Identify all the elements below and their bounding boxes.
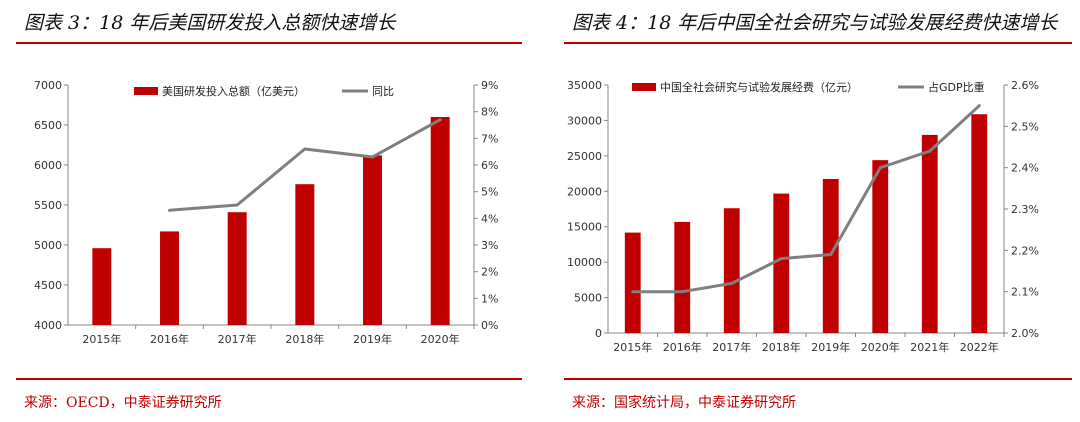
right-tick-label: 4% — [481, 212, 498, 225]
line-point — [928, 149, 932, 153]
x-tick-label: 2020年 — [421, 332, 460, 346]
x-tick-label: 2018年 — [285, 332, 324, 346]
right-tick-label: 0% — [481, 319, 498, 332]
bar — [674, 221, 691, 333]
line-point — [977, 104, 981, 108]
bar — [921, 134, 938, 333]
right-tick-label: 7% — [481, 132, 498, 145]
right-tick-label: 8% — [481, 106, 498, 119]
right-tick-label: 2.4% — [1011, 162, 1039, 175]
x-tick-label: 2018年 — [762, 340, 801, 354]
source-rule — [16, 378, 522, 380]
right-tick-label: 2% — [481, 266, 498, 279]
bar — [92, 248, 112, 325]
line-point — [680, 290, 684, 294]
left-tick-label: 10000 — [567, 256, 602, 269]
line-point — [730, 281, 734, 285]
title-rule — [564, 42, 1072, 44]
legend-line-label: 占GDP比重 — [928, 80, 985, 94]
bar — [160, 231, 179, 325]
right-tick-label: 2.1% — [1011, 286, 1039, 299]
right-tick-label: 2.0% — [1011, 327, 1039, 340]
x-tick-label: 2017年 — [218, 332, 257, 346]
left-tick-label: 0 — [595, 327, 602, 340]
legend-line-label: 同比 — [372, 85, 394, 98]
line-point — [371, 155, 374, 159]
right-tick-label: 2.6% — [1011, 79, 1039, 92]
bar — [872, 160, 889, 333]
x-tick-label: 2016年 — [150, 332, 189, 346]
right-tick-label: 6% — [481, 159, 498, 172]
line-point — [878, 166, 882, 170]
bar — [723, 208, 740, 333]
right-tick-label: 2.3% — [1011, 203, 1039, 216]
right-tick-label: 5% — [481, 186, 498, 199]
figure-title: 图表 4：18 年后中国全社会研究与试验发展经费快速增长 — [572, 12, 1058, 34]
china-rd-chart: 0 5000 10000 15000 20000 25000 30000 35000 2.0% 2… — [567, 79, 1039, 354]
x-tick-label: 2017年 — [712, 340, 751, 354]
line-point — [168, 208, 171, 212]
line-point — [303, 147, 307, 151]
left-tick-label: 4500 — [34, 279, 62, 292]
x-tick-label: 2019年 — [353, 332, 392, 346]
right-tick-label: 3% — [481, 239, 498, 252]
series-line — [632, 104, 981, 294]
source-rule — [564, 378, 1072, 380]
left-tick-label: 4000 — [34, 319, 62, 332]
x-tick-label: 2022年 — [960, 340, 999, 354]
left-tick-label: 25000 — [567, 150, 602, 163]
bar — [295, 184, 315, 325]
title-rule — [16, 42, 522, 44]
right-tick-label: 9% — [481, 79, 498, 92]
us-rd-chart: 4000 4500 5000 5500 6000 6500 7000 0% 1% 2% 3% 4% 5%… — [34, 79, 498, 346]
x-tick-label: 2020年 — [861, 340, 900, 354]
line-point — [829, 252, 833, 256]
x-tick-label: 2016年 — [663, 340, 702, 354]
bar — [773, 193, 790, 333]
line-point — [235, 203, 239, 207]
x-tick-label: 2015年 — [613, 340, 652, 354]
left-tick-label: 5000 — [34, 239, 62, 252]
chart-panel-china: 图表 4：18 年后中国全社会研究与试验发展经费快速增长 0 5000 10000 1… — [548, 0, 1080, 422]
left-tick-label: 20000 — [567, 185, 602, 198]
legend-bar-swatch — [632, 83, 656, 91]
bar — [971, 114, 988, 333]
bar — [624, 232, 641, 333]
figure-title: 图表 3：18 年后美国研发投入总额快速增长 — [24, 12, 396, 34]
line-point — [779, 257, 783, 261]
source-note: 来源：国家统计局，中泰证券研究所 — [572, 395, 796, 411]
bar — [363, 155, 382, 325]
left-tick-label: 6000 — [34, 159, 62, 172]
right-tick-label: 2.2% — [1011, 244, 1039, 257]
left-tick-label: 35000 — [567, 79, 602, 92]
left-tick-label: 7000 — [34, 79, 62, 92]
bar — [227, 212, 247, 325]
left-tick-label: 5000 — [574, 292, 602, 305]
right-tick-label: 2.5% — [1011, 120, 1039, 133]
legend-bar-label: 美国研发投入总额（亿美元） — [162, 84, 305, 98]
left-tick-label: 30000 — [567, 114, 602, 127]
x-tick-label: 2019年 — [811, 340, 850, 354]
left-tick-label: 6500 — [34, 119, 62, 132]
source-note: 来源：OECD，中泰证券研究所 — [24, 395, 222, 411]
left-tick-label: 5500 — [34, 199, 62, 212]
x-tick-label: 2021年 — [910, 340, 949, 354]
legend-bar-swatch — [134, 87, 158, 95]
right-tick-label: 1% — [481, 292, 498, 305]
x-tick-label: 2015年 — [82, 332, 121, 346]
bar — [430, 117, 450, 325]
chart-panel-us: 图表 3：18 年后美国研发投入总额快速增长 4000 4500 5000 5500 6… — [0, 0, 530, 422]
left-tick-label: 15000 — [567, 221, 602, 234]
line-point — [631, 290, 635, 294]
legend-bar-label: 中国全社会研究与试验发展经费（亿元） — [660, 80, 858, 94]
line-point — [438, 118, 442, 122]
